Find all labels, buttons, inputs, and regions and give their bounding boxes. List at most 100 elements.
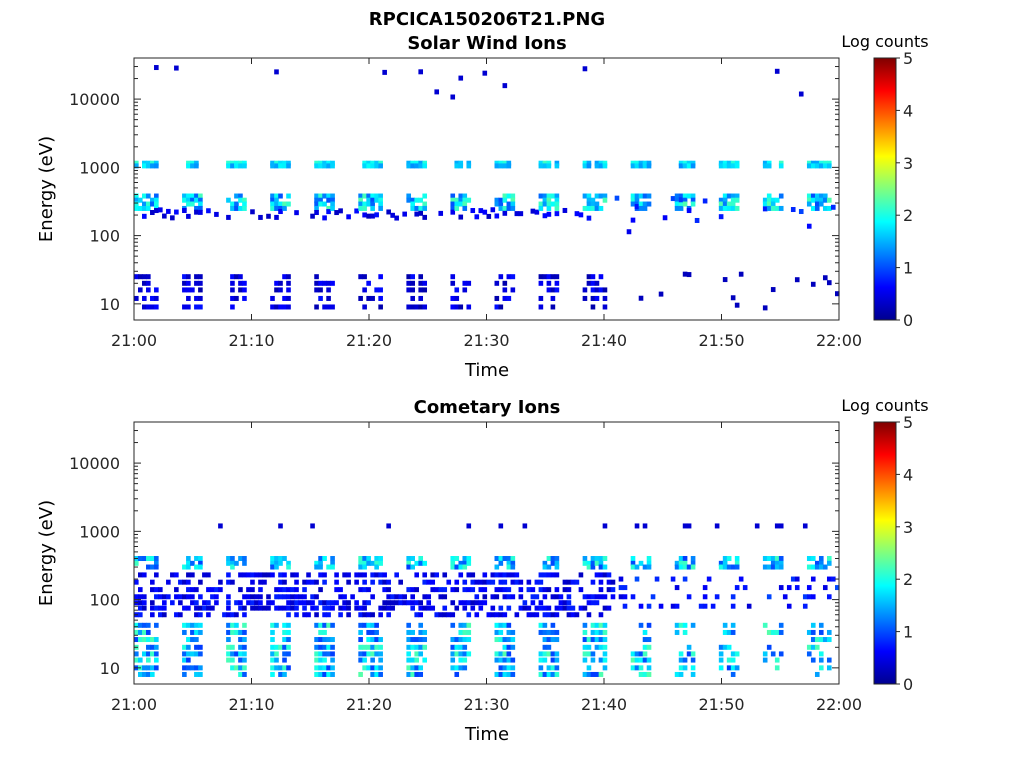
heatmap-cell bbox=[614, 195, 620, 201]
heatmap-cell bbox=[770, 651, 776, 657]
heatmap-cell bbox=[450, 295, 456, 301]
heatmap-cell bbox=[294, 594, 299, 600]
heatmap-cell bbox=[518, 579, 524, 585]
heatmap-cell bbox=[538, 579, 544, 585]
heatmap-cell bbox=[550, 671, 556, 677]
heatmap-cell bbox=[826, 576, 832, 582]
heatmap-cell bbox=[806, 193, 812, 199]
heatmap-cell bbox=[502, 287, 508, 293]
heatmap-cell bbox=[502, 572, 508, 578]
heatmap-cell bbox=[678, 193, 684, 199]
heatmap-cell bbox=[342, 605, 347, 611]
heatmap-cell bbox=[410, 637, 415, 643]
heatmap-cell bbox=[278, 205, 283, 211]
heatmap-cell bbox=[418, 622, 424, 628]
heatmap-cell bbox=[278, 556, 283, 562]
heatmap-cell bbox=[338, 594, 343, 600]
heatmap-cell bbox=[586, 644, 592, 650]
heatmap-cell bbox=[314, 205, 319, 211]
heatmap-cell bbox=[154, 287, 159, 293]
heatmap-cell bbox=[146, 160, 151, 166]
heatmap-cell bbox=[582, 556, 588, 562]
heatmap-cell bbox=[250, 587, 255, 593]
heatmap-cell bbox=[730, 657, 736, 663]
heatmap-cell bbox=[470, 208, 476, 214]
heatmap-cell bbox=[318, 671, 323, 677]
heatmap-cell bbox=[146, 622, 151, 628]
heatmap-cell bbox=[290, 587, 295, 593]
colorbar-tick-label: 0 bbox=[903, 311, 913, 330]
heatmap-cell bbox=[406, 287, 411, 293]
heatmap-cell bbox=[634, 160, 640, 166]
heatmap-cell bbox=[502, 163, 508, 169]
heatmap-cell bbox=[138, 600, 143, 606]
heatmap-cell bbox=[214, 211, 219, 217]
heatmap-cell bbox=[814, 193, 820, 199]
heatmap-cell bbox=[302, 605, 307, 611]
heatmap-cell bbox=[594, 594, 600, 600]
colorbar-tick-label: 0 bbox=[903, 675, 913, 694]
heatmap-cell bbox=[318, 197, 323, 203]
heatmap-cell bbox=[226, 651, 231, 657]
heatmap-cell bbox=[182, 193, 187, 199]
heatmap-cell bbox=[454, 163, 460, 169]
heatmap-cell bbox=[646, 665, 652, 671]
heatmap-cell bbox=[762, 651, 768, 657]
heatmap-cell bbox=[458, 644, 464, 650]
heatmap-cell bbox=[238, 665, 243, 671]
heatmap-cell bbox=[482, 209, 488, 215]
heatmap-cell bbox=[438, 587, 444, 593]
heatmap-cell bbox=[462, 193, 468, 199]
heatmap-cell bbox=[326, 622, 331, 628]
heatmap-cell bbox=[454, 160, 460, 166]
heatmap-cell bbox=[510, 274, 516, 280]
heatmap-cell bbox=[282, 594, 287, 600]
heatmap-cell bbox=[330, 564, 335, 570]
heatmap-cell bbox=[518, 211, 524, 217]
heatmap-cell bbox=[366, 637, 371, 643]
heatmap-cell bbox=[198, 274, 203, 280]
heatmap-cell bbox=[734, 302, 740, 308]
heatmap-cell bbox=[458, 665, 464, 671]
heatmap-cell bbox=[602, 564, 608, 570]
heatmap-cell bbox=[230, 622, 235, 628]
heatmap-cell bbox=[466, 560, 472, 566]
heatmap-cell bbox=[678, 651, 684, 657]
heatmap-cell bbox=[378, 160, 383, 166]
heatmap-cell bbox=[506, 560, 512, 566]
heatmap-cell bbox=[582, 657, 588, 663]
heatmap-cell bbox=[318, 160, 323, 166]
heatmap-cell bbox=[154, 657, 159, 663]
colorbar-tick-label: 4 bbox=[903, 101, 913, 120]
heatmap-cell bbox=[646, 560, 652, 566]
heatmap-cell bbox=[722, 197, 728, 203]
heatmap-cell bbox=[586, 665, 592, 671]
heatmap-cell bbox=[294, 210, 299, 216]
heatmap-cell bbox=[510, 629, 516, 635]
heatmap-cell bbox=[194, 637, 199, 643]
heatmap-cell bbox=[762, 160, 768, 166]
heatmap-cell bbox=[670, 603, 676, 609]
heatmap-cell bbox=[454, 671, 460, 677]
plot-frame-cometary bbox=[133, 421, 840, 685]
heatmap-cell bbox=[366, 280, 371, 286]
heatmap-cell bbox=[374, 671, 379, 677]
heatmap-cell bbox=[242, 651, 247, 657]
heatmap-cell bbox=[586, 671, 592, 677]
heatmap-cell bbox=[642, 637, 648, 643]
heatmap-cell bbox=[634, 651, 640, 657]
heatmap-cell bbox=[150, 579, 155, 585]
heatmap-cell bbox=[358, 572, 363, 578]
heatmap-cell bbox=[238, 671, 243, 677]
heatmap-cell bbox=[378, 651, 383, 657]
heatmap-cell bbox=[258, 600, 263, 606]
heatmap-cell bbox=[238, 657, 243, 663]
heatmap-cell bbox=[502, 637, 508, 643]
heatmap-cell bbox=[278, 587, 283, 593]
heatmap-cell bbox=[794, 576, 800, 582]
heatmap-cell bbox=[414, 304, 420, 310]
heatmap-cell bbox=[194, 280, 199, 286]
heatmap-cell bbox=[282, 644, 287, 650]
heatmap-cell bbox=[586, 564, 592, 570]
heatmap-cell bbox=[342, 600, 347, 606]
